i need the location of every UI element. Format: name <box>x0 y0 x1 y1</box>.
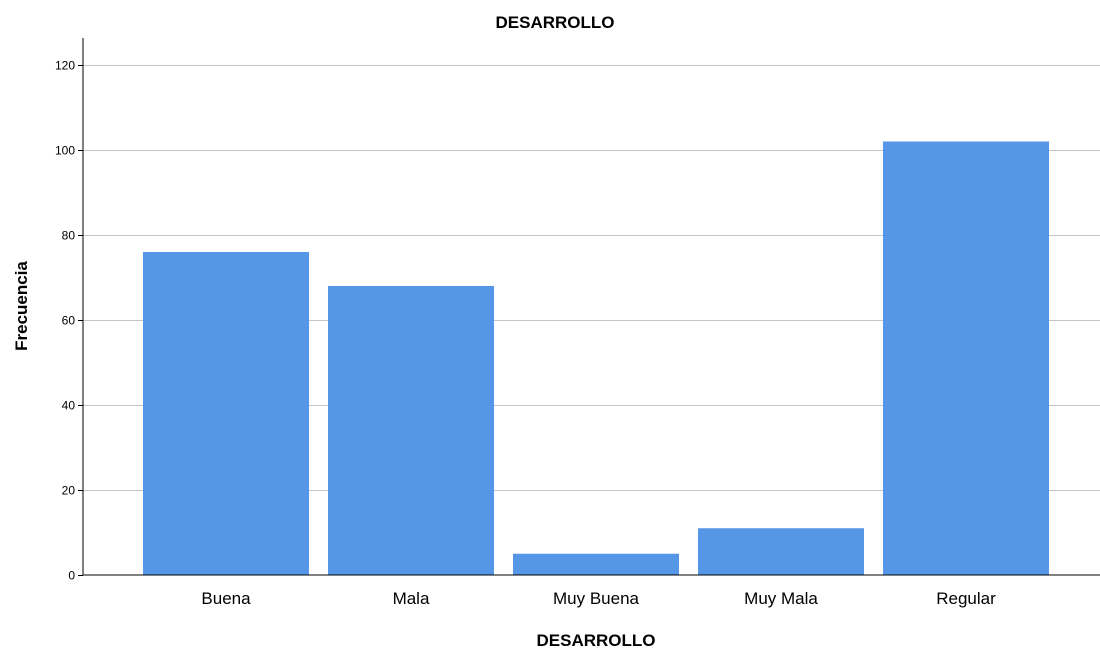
y-tick-label: 100 <box>55 144 75 158</box>
bar-buena <box>143 252 309 575</box>
chart-title: DESARROLLO <box>496 13 615 32</box>
bar-muy-mala <box>698 528 864 575</box>
y-axis-title: Frecuencia <box>12 261 31 351</box>
x-tick-label: Regular <box>936 589 996 608</box>
y-tick-label: 0 <box>68 569 75 583</box>
bar-mala <box>328 286 494 575</box>
y-tick-label: 80 <box>62 229 76 243</box>
y-tick-label: 20 <box>62 484 76 498</box>
x-tick-label: Buena <box>201 589 251 608</box>
y-ticks: 0 20 40 60 80 100 120 <box>55 59 83 583</box>
x-ticks: Buena Mala Muy Buena Muy Mala Regular <box>201 589 996 608</box>
x-tick-label: Muy Buena <box>553 589 640 608</box>
y-tick-label: 60 <box>62 314 76 328</box>
x-axis-title: DESARROLLO <box>537 631 656 650</box>
bars <box>143 141 1049 575</box>
x-tick-label: Muy Mala <box>744 589 818 608</box>
x-tick-label: Mala <box>393 589 430 608</box>
bar-muy-buena <box>513 553 679 575</box>
y-tick-label: 120 <box>55 59 75 73</box>
y-tick-label: 40 <box>62 399 76 413</box>
bar-regular <box>883 141 1049 575</box>
